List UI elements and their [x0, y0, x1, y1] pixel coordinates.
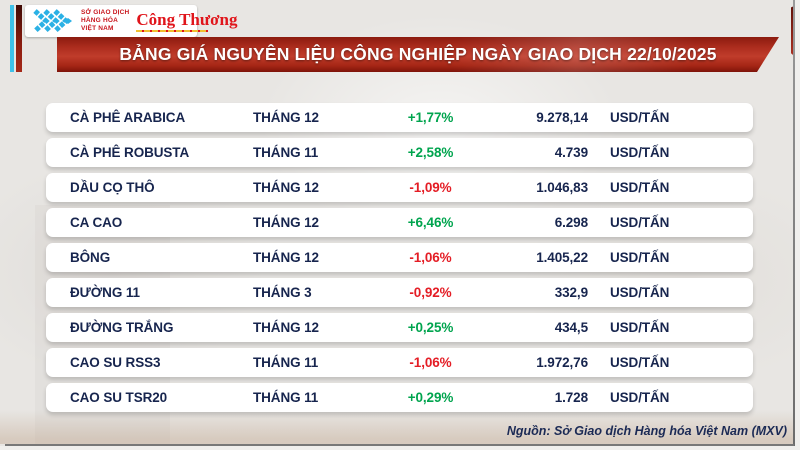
commodity-name: BÔNG — [70, 250, 111, 265]
contract-month: THÁNG 12 — [253, 250, 319, 265]
table-row: ĐƯỜNG 11 THÁNG 3 -0,92% 332,9 USD/TẤN — [46, 278, 753, 307]
price-unit: USD/TẤN — [610, 250, 670, 265]
table-row: CAO SU RSS3 THÁNG 11 -1,06% 1.972,76 USD/TẤN — [46, 348, 753, 377]
left-accent-stripe-red — [16, 5, 22, 72]
price-unit: USD/TẤN — [610, 215, 670, 230]
price-unit: USD/TẤN — [610, 180, 670, 195]
page-title: BẢNG GIÁ NGUYÊN LIỆU CÔNG NGHIỆP NGÀY GI… — [119, 44, 717, 64]
change-percent: +0,25% — [407, 320, 454, 335]
price-unit: USD/TẤN — [610, 355, 670, 370]
commodity-name: CAO SU RSS3 — [70, 355, 161, 370]
mxv-logo-text: SỞ GIAO DỊCH HÀNG HÓA VIỆT NAM — [81, 9, 129, 33]
contract-month: THÁNG 11 — [253, 355, 319, 370]
background-coffee-texture — [0, 410, 794, 444]
price-value: 9.278,14 — [536, 110, 588, 125]
price-unit: USD/TẤN — [610, 390, 670, 405]
commodity-name: CÀ PHÊ ROBUSTA — [70, 145, 190, 160]
price-value: 4.739 — [554, 145, 588, 160]
change-percent: +0,29% — [407, 390, 454, 405]
contract-month: THÁNG 11 — [253, 145, 319, 160]
logo-box: SỞ GIAO DỊCH HÀNG HÓA VIỆT NAM Công Thươ… — [25, 5, 237, 37]
title-banner: BẢNG GIÁ NGUYÊN LIỆU CÔNG NGHIỆP NGÀY GI… — [57, 37, 779, 72]
contract-month: THÁNG 12 — [253, 215, 319, 230]
table-row: CA CAO THÁNG 12 +6,46% 6.298 USD/TẤN — [46, 208, 753, 237]
commodity-name: DẦU CỌ THÔ — [70, 180, 155, 195]
table-row: ĐƯỜNG TRẮNG THÁNG 12 +0,25% 434,5 USD/TẤN — [46, 313, 753, 342]
price-unit: USD/TẤN — [610, 320, 670, 335]
page-edge-right — [795, 0, 800, 450]
contract-month: THÁNG 11 — [253, 390, 319, 405]
left-accent-stripe-cyan — [10, 5, 14, 72]
change-percent: +1,77% — [407, 110, 454, 125]
table-row: BÔNG THÁNG 12 -1,06% 1.405,22 USD/TẤN — [46, 243, 753, 272]
price-value: 1.046,83 — [536, 180, 588, 195]
price-value: 1.972,76 — [536, 355, 588, 370]
change-percent: +2,58% — [407, 145, 454, 160]
congthuong-logo: Công Thương — [136, 11, 237, 32]
contract-month: THÁNG 12 — [253, 180, 319, 195]
change-percent: -0,92% — [409, 285, 452, 300]
commodity-name: ĐƯỜNG TRẮNG — [70, 320, 174, 335]
change-percent: -1,06% — [409, 355, 452, 370]
price-value: 434,5 — [554, 320, 588, 335]
contract-month: THÁNG 3 — [253, 285, 312, 300]
price-unit: USD/TẤN — [610, 110, 670, 125]
change-percent: +6,46% — [407, 215, 454, 230]
price-value: 6.298 — [554, 215, 588, 230]
commodity-name: ĐƯỜNG 11 — [70, 285, 140, 300]
table-row: CÀ PHÊ ARABICA THÁNG 12 +1,77% 9.278,14 USD/… — [46, 103, 753, 132]
mxv-logo-icon — [33, 9, 72, 33]
table-row: CÀ PHÊ ROBUSTA THÁNG 11 +2,58% 4.739 USD/TẤN — [46, 138, 753, 167]
page-edge-right-line — [793, 0, 795, 446]
page-edge-bottom — [0, 446, 800, 450]
commodity-name: CAO SU TSR20 — [70, 390, 168, 405]
congthuong-logo-underline — [136, 29, 209, 32]
congthuong-logo-text: Công Thương — [136, 9, 238, 29]
change-percent: -1,09% — [409, 180, 452, 195]
commodity-name: CÀ PHÊ ARABICA — [70, 110, 186, 125]
price-value: 1.405,22 — [536, 250, 588, 265]
table-row: CAO SU TSR20 THÁNG 11 +0,29% 1.728 USD/TẤN — [46, 383, 753, 412]
commodity-name: CA CAO — [70, 215, 123, 230]
mxv-text-line2: HÀNG HÓA — [81, 16, 118, 24]
contract-month: THÁNG 12 — [253, 110, 319, 125]
source-note: Nguồn: Sở Giao dịch Hàng hóa Việt Nam (M… — [506, 424, 787, 438]
price-unit: USD/TẤN — [610, 145, 670, 160]
contract-month: THÁNG 12 — [253, 320, 319, 335]
price-unit: USD/TẤN — [610, 285, 670, 300]
change-percent: -1,06% — [409, 250, 452, 265]
mxv-text-line3: VIỆT NAM — [81, 25, 114, 33]
page-edge-bottom-line — [5, 444, 794, 446]
price-value: 1.728 — [554, 390, 588, 405]
price-table: CÀ PHÊ ARABICA THÁNG 12 +1,77% 9.278,14 USD/… — [46, 103, 753, 418]
price-value: 332,9 — [554, 285, 588, 300]
table-row: DẦU CỌ THÔ THÁNG 12 -1,09% 1.046,83 USD/TẤN — [46, 173, 753, 202]
mxv-text-line1: SỞ GIAO DỊCH — [81, 8, 130, 16]
